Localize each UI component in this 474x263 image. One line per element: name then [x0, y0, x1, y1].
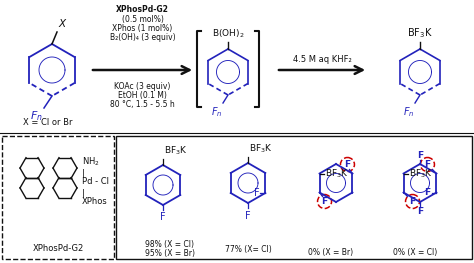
Text: F: F [254, 188, 259, 198]
Text: |: | [82, 189, 85, 198]
Text: X = Cl or Br: X = Cl or Br [23, 118, 73, 127]
Text: |: | [82, 169, 85, 179]
Text: BF$_3$K: BF$_3$K [164, 144, 188, 157]
Text: BF$_3$K: BF$_3$K [249, 143, 273, 155]
Text: (0.5 mol%): (0.5 mol%) [121, 15, 164, 24]
Text: B(OH)$_2$: B(OH)$_2$ [212, 28, 244, 40]
Text: XPhosPd-G2: XPhosPd-G2 [32, 244, 83, 253]
Text: F: F [410, 197, 416, 206]
Text: BF$_3$K: BF$_3$K [409, 167, 432, 180]
Text: XPhos (1 mol%): XPhos (1 mol%) [112, 24, 173, 33]
Text: X: X [58, 19, 65, 29]
Text: 98% (X = Cl): 98% (X = Cl) [145, 240, 194, 249]
Text: EtOH (0.1 M): EtOH (0.1 M) [118, 91, 167, 100]
Text: F: F [321, 197, 328, 206]
Text: $F_n$: $F_n$ [402, 105, 414, 119]
Text: $F_n$: $F_n$ [30, 109, 43, 123]
Text: B₂(OH)₄ (3 equiv): B₂(OH)₄ (3 equiv) [109, 33, 175, 42]
Text: XPhosPd-G2: XPhosPd-G2 [116, 5, 169, 14]
Text: 4.5 M aq KHF₂: 4.5 M aq KHF₂ [292, 55, 351, 64]
FancyBboxPatch shape [116, 136, 472, 259]
Text: BF$_3$K: BF$_3$K [325, 167, 348, 180]
Text: F: F [345, 160, 350, 169]
Text: F: F [245, 211, 251, 221]
Text: F: F [424, 160, 430, 169]
Text: F: F [417, 206, 423, 215]
Text: BF$_3$K: BF$_3$K [407, 26, 433, 40]
Text: KOAc (3 equiv): KOAc (3 equiv) [114, 82, 171, 91]
Text: Pd - Cl: Pd - Cl [82, 178, 109, 186]
Text: 95% (X = Br): 95% (X = Br) [145, 249, 195, 258]
Text: F: F [417, 150, 423, 159]
Text: $F_n$: $F_n$ [210, 105, 222, 119]
Text: F: F [424, 188, 430, 197]
Text: F: F [160, 212, 166, 222]
Text: NH$_2$: NH$_2$ [82, 156, 100, 168]
Text: 0% (X = Br): 0% (X = Br) [309, 248, 354, 257]
Text: 80 °C, 1.5 - 5.5 h: 80 °C, 1.5 - 5.5 h [110, 100, 175, 109]
FancyBboxPatch shape [2, 136, 114, 259]
Text: XPhos: XPhos [82, 196, 108, 205]
Text: 77% (X= Cl): 77% (X= Cl) [225, 245, 272, 254]
Text: 0% (X = Cl): 0% (X = Cl) [393, 248, 437, 257]
